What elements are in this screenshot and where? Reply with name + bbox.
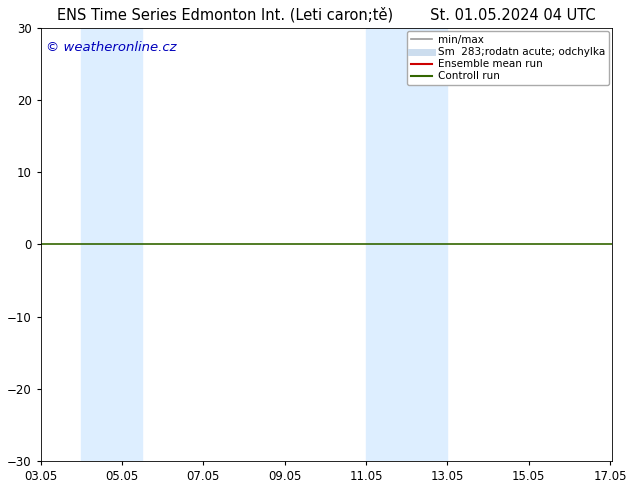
Text: © weatheronline.cz: © weatheronline.cz	[46, 41, 177, 54]
Legend: min/max, Sm  283;rodatn acute; odchylka, Ensemble mean run, Controll run: min/max, Sm 283;rodatn acute; odchylka, …	[407, 31, 609, 85]
Bar	[366, 28, 448, 461]
Bar	[81, 28, 143, 461]
Title: ENS Time Series Edmonton Int. (Leti caron;tě)        St. 01.05.2024 04 UTC: ENS Time Series Edmonton Int. (Leti caro…	[57, 7, 596, 23]
